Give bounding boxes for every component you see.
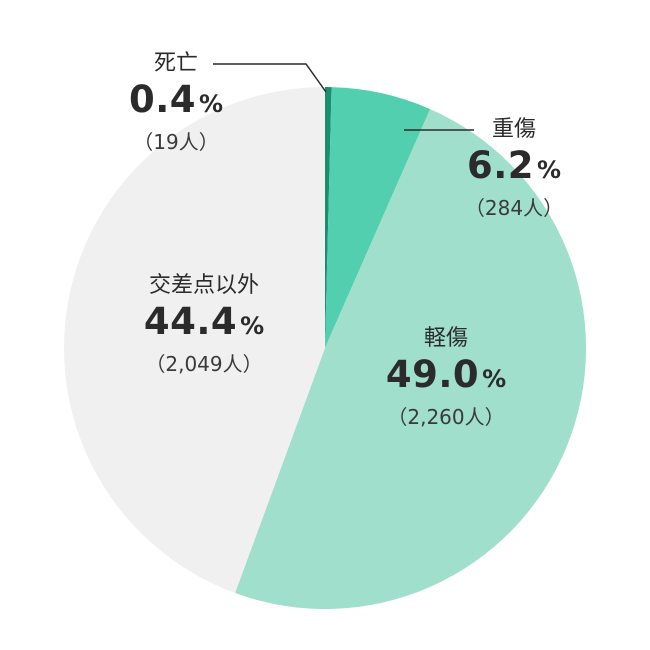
- slice-name: 交差点以外: [148, 273, 259, 298]
- slice-label-serious-injury: 重傷 6.2% （284人）: [446, 116, 582, 221]
- slice-label-minor-injury: 軽傷 49.0% （2,260人）: [366, 325, 526, 430]
- slice-label-death: 死亡 0.4% （19人）: [108, 50, 244, 155]
- slice-count: （19人）: [133, 130, 219, 154]
- slice-label-non-intersection: 交差点以外 44.4% （2,049人）: [124, 272, 284, 377]
- leader-lines: [213, 63, 474, 131]
- slice-non-intersection: [64, 86, 326, 594]
- slice-serious-injury: [325, 87, 431, 348]
- slice-minor-injury: [235, 109, 587, 610]
- leader-line-death: [213, 63, 327, 93]
- slice-percent: 6.2%: [466, 144, 562, 187]
- slice-count: （284人）: [464, 196, 564, 220]
- slice-name: 重傷: [491, 117, 536, 142]
- slice-death: [325, 86, 332, 348]
- slice-name: 死亡: [153, 51, 198, 76]
- pie-slices: [64, 86, 587, 610]
- slice-count: （2,049人）: [145, 352, 263, 376]
- slice-percent: 49.0%: [385, 353, 507, 396]
- slice-count: （2,260人）: [387, 405, 505, 429]
- slice-name: 軽傷: [423, 326, 468, 351]
- slice-percent: 44.4%: [143, 300, 265, 343]
- slice-percent: 0.4%: [128, 78, 224, 121]
